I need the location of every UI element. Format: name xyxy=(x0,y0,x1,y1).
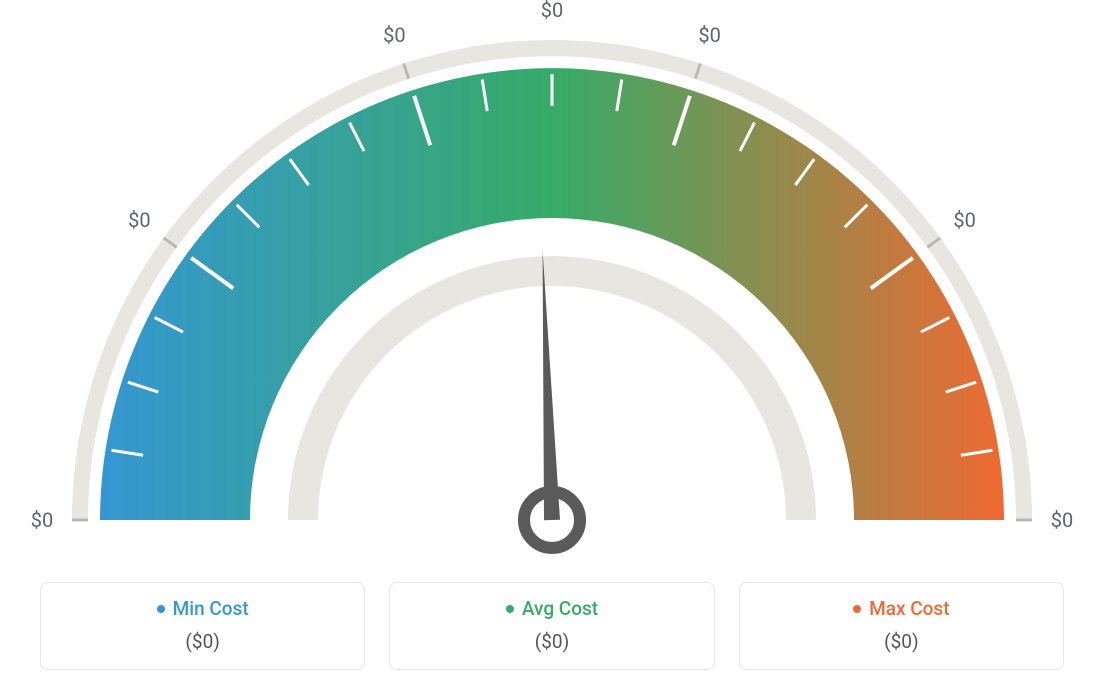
gauge-tick-label: $0 xyxy=(383,23,405,47)
gauge-tick-label: $0 xyxy=(698,23,720,47)
dot-icon xyxy=(506,605,514,613)
legend-value-avg: ($0) xyxy=(402,630,701,653)
gauge-chart: $0 $0 $0 $0 $0 $0 $0 xyxy=(0,0,1104,560)
legend-title-min: Min Cost xyxy=(157,597,249,620)
legend-title-avg-text: Avg Cost xyxy=(522,597,598,620)
gauge-widget: $0 $0 $0 $0 $0 $0 $0 Min Cost ($0) Avg Cost ($… xyxy=(0,0,1104,690)
gauge-tick-label: $0 xyxy=(31,508,53,532)
legend-card-avg: Avg Cost ($0) xyxy=(389,582,714,670)
legend-row: Min Cost ($0) Avg Cost ($0) Max Cost ($0… xyxy=(40,582,1064,670)
gauge-tick-label: $0 xyxy=(1051,508,1073,532)
legend-value-min: ($0) xyxy=(53,630,352,653)
legend-title-min-text: Min Cost xyxy=(173,597,249,620)
legend-card-max: Max Cost ($0) xyxy=(739,582,1064,670)
gauge-tick-label: $0 xyxy=(128,208,150,232)
legend-title-max-text: Max Cost xyxy=(869,597,949,620)
gauge-tick-label: $0 xyxy=(953,208,975,232)
dot-icon xyxy=(157,605,165,613)
gauge-svg xyxy=(0,0,1104,560)
legend-title-avg: Avg Cost xyxy=(506,597,598,620)
dot-icon xyxy=(853,605,861,613)
gauge-tick-label: $0 xyxy=(541,0,563,22)
legend-card-min: Min Cost ($0) xyxy=(40,582,365,670)
legend-value-max: ($0) xyxy=(752,630,1051,653)
legend-title-max: Max Cost xyxy=(853,597,949,620)
gauge-needle xyxy=(543,250,560,520)
